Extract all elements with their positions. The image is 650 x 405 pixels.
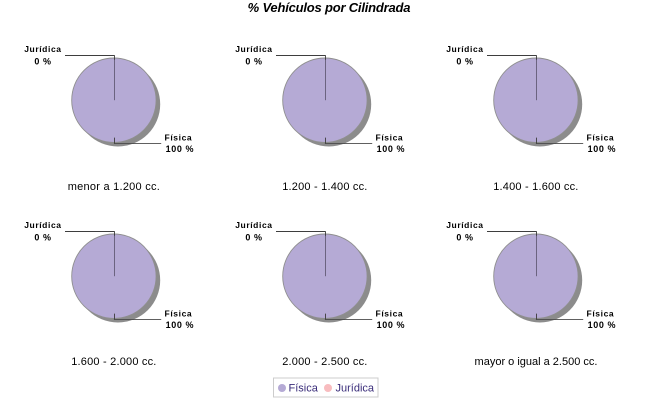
svg-text:% Vehículos por Cilindrada: % Vehículos por Cilindrada <box>248 0 411 15</box>
svg-text:2.000 - 2.500 cc.: 2.000 - 2.500 cc. <box>282 356 367 368</box>
svg-text:Jurídica: Jurídica <box>336 383 375 395</box>
svg-text:1.400 - 1.600 cc.: 1.400 - 1.600 cc. <box>493 181 578 193</box>
svg-text:menor a 1.200 cc.: menor a 1.200 cc. <box>68 181 160 193</box>
svg-text:1.200 - 1.400 cc.: 1.200 - 1.400 cc. <box>282 181 367 193</box>
svg-text:mayor o igual a 2.500 cc.: mayor o igual a 2.500 cc. <box>475 356 598 368</box>
svg-text:1.600 - 2.000 cc.: 1.600 - 2.000 cc. <box>71 356 156 368</box>
svg-text:Física: Física <box>289 383 319 395</box>
